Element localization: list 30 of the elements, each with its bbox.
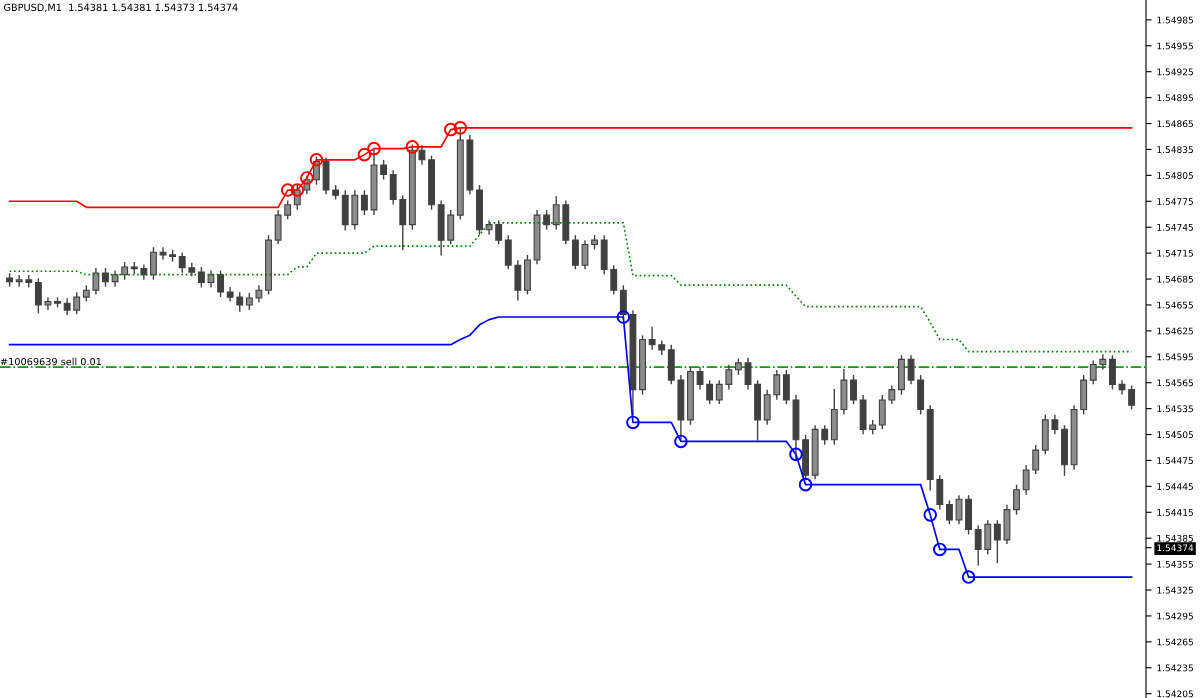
y-tick-label: 1.54325	[1157, 586, 1193, 594]
y-tick-label: 1.54415	[1157, 509, 1193, 516]
y-tick-label: 1.54715	[1157, 249, 1193, 257]
y-tick-label: 1.54295	[1157, 612, 1193, 620]
y-tick-label: 1.54865	[1157, 120, 1193, 128]
y-tick-label: 1.54685	[1157, 275, 1193, 283]
y-tick-label: 1.54745	[1157, 224, 1193, 231]
y-tick-label: 1.54985	[1157, 16, 1193, 24]
ref-line-label: #10069639 sell 0.01	[0, 357, 102, 366]
y-tick-label: 1.54374	[1157, 544, 1194, 552]
y-tick-label: 1.54895	[1157, 94, 1193, 102]
y-tick-label: 1.54805	[1157, 172, 1193, 179]
y-tick-label: 1.54775	[1157, 198, 1193, 205]
y-tick-label: 1.54355	[1157, 560, 1193, 568]
chart-title: GBPUSD,M1 1.54381 1.54381 1.54373 1.54374	[3, 3, 238, 13]
y-tick-label: 1.54595	[1157, 353, 1193, 361]
y-tick-label: 1.54445	[1157, 483, 1193, 490]
y-tick-label: 1.54265	[1157, 638, 1193, 646]
y-tick-label: 1.54925	[1157, 68, 1193, 76]
y-tick-label: 1.54505	[1157, 431, 1193, 439]
y-tick-label: 1.54955	[1157, 42, 1193, 50]
y-tick-label: 1.54625	[1157, 327, 1193, 335]
y-tick-label: 1.54235	[1157, 664, 1193, 672]
y-tick-label: 1.54835	[1157, 146, 1193, 154]
y-tick-label: 1.54655	[1157, 301, 1193, 309]
y-tick-label: 1.54535	[1157, 405, 1193, 413]
y-tick-label: 1.54475	[1157, 457, 1193, 464]
y-tick-label: 1.54565	[1157, 379, 1193, 387]
y-tick-label: 1.54385	[1157, 534, 1193, 542]
y-tick-label: 1.54205	[1157, 690, 1193, 698]
